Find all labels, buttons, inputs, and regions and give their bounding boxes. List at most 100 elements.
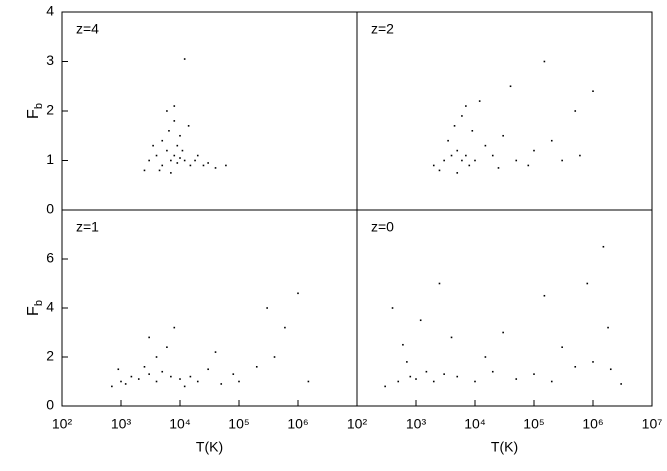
point bbox=[143, 169, 146, 172]
point bbox=[166, 346, 168, 348]
y-tick-label: 1 bbox=[46, 151, 54, 167]
point bbox=[130, 375, 133, 378]
point bbox=[474, 380, 476, 383]
y-tick-label: 2 bbox=[46, 348, 54, 364]
y-tick-label: 0 bbox=[46, 201, 54, 217]
point bbox=[543, 294, 546, 297]
point bbox=[166, 110, 168, 112]
point bbox=[179, 378, 181, 380]
point bbox=[207, 368, 209, 371]
point bbox=[406, 361, 408, 363]
point bbox=[456, 172, 459, 174]
point bbox=[561, 346, 563, 348]
y-axis-label-main: F bbox=[25, 109, 42, 119]
point bbox=[609, 368, 612, 371]
plot-frame bbox=[356, 11, 653, 211]
point bbox=[456, 375, 459, 378]
point bbox=[579, 154, 581, 157]
y-tick-label: 6 bbox=[46, 250, 54, 266]
point bbox=[273, 356, 276, 358]
point bbox=[425, 370, 428, 373]
plot-frame bbox=[61, 209, 358, 407]
point bbox=[550, 380, 553, 383]
point bbox=[187, 125, 190, 127]
x-tick-label: 10³ bbox=[406, 416, 427, 432]
x-axis-label: T(K) bbox=[196, 439, 223, 455]
point bbox=[443, 159, 445, 162]
point bbox=[179, 134, 181, 137]
point bbox=[592, 90, 594, 92]
point bbox=[527, 164, 530, 167]
point bbox=[179, 157, 181, 159]
point bbox=[397, 380, 400, 383]
panel-label: z=0 bbox=[371, 219, 394, 235]
point bbox=[384, 385, 386, 388]
point bbox=[137, 378, 140, 380]
point bbox=[491, 154, 494, 157]
point bbox=[574, 366, 577, 368]
point bbox=[515, 378, 518, 380]
point bbox=[173, 326, 176, 329]
x-tick-label: 10⁶ bbox=[287, 416, 308, 432]
point bbox=[465, 154, 467, 157]
point bbox=[255, 366, 258, 368]
x-tick-label: 10⁴ bbox=[169, 416, 191, 432]
point bbox=[183, 159, 186, 162]
point bbox=[443, 373, 445, 375]
point bbox=[484, 144, 487, 147]
point bbox=[120, 380, 122, 383]
point bbox=[432, 380, 435, 383]
point bbox=[176, 162, 179, 164]
point bbox=[148, 336, 150, 339]
point bbox=[438, 282, 441, 285]
point bbox=[543, 60, 546, 63]
point bbox=[117, 368, 120, 371]
point bbox=[148, 159, 150, 162]
point bbox=[438, 169, 441, 172]
y-axis-label-main: F bbox=[25, 306, 42, 316]
point bbox=[143, 366, 146, 368]
point bbox=[202, 164, 205, 167]
point bbox=[484, 356, 487, 358]
point bbox=[461, 115, 463, 117]
y-tick-label: 2 bbox=[46, 102, 54, 118]
point bbox=[478, 100, 481, 102]
x-tick-label: 10² bbox=[347, 416, 368, 432]
y-tick-label: 4 bbox=[46, 3, 54, 19]
point bbox=[166, 149, 168, 152]
point bbox=[468, 164, 471, 167]
point bbox=[266, 307, 268, 309]
point bbox=[181, 149, 184, 152]
point bbox=[284, 326, 286, 329]
point bbox=[238, 380, 240, 383]
y-axis-label-sub: b bbox=[33, 103, 45, 109]
point bbox=[214, 351, 217, 353]
point bbox=[620, 383, 622, 385]
point bbox=[161, 370, 164, 373]
point bbox=[461, 159, 463, 162]
point bbox=[168, 130, 170, 132]
point bbox=[173, 154, 176, 157]
point bbox=[391, 307, 394, 309]
point bbox=[155, 356, 158, 358]
point bbox=[232, 373, 235, 375]
x-tick-label: 10⁶ bbox=[582, 416, 603, 432]
y-tick-label: 4 bbox=[46, 299, 54, 315]
point bbox=[148, 373, 150, 375]
point bbox=[533, 149, 535, 152]
point bbox=[220, 383, 223, 385]
y-tick-label: 3 bbox=[46, 52, 54, 68]
point bbox=[550, 139, 553, 142]
point bbox=[515, 159, 518, 162]
point bbox=[170, 375, 172, 378]
point bbox=[561, 159, 563, 162]
point bbox=[196, 154, 199, 157]
x-tick-label: 10² bbox=[52, 416, 73, 432]
point bbox=[502, 134, 504, 137]
y-axis-label: Fb bbox=[25, 300, 45, 316]
point bbox=[307, 380, 310, 383]
x-tick-label: 10³ bbox=[111, 416, 132, 432]
plot-frame bbox=[356, 209, 653, 407]
point bbox=[415, 378, 417, 380]
